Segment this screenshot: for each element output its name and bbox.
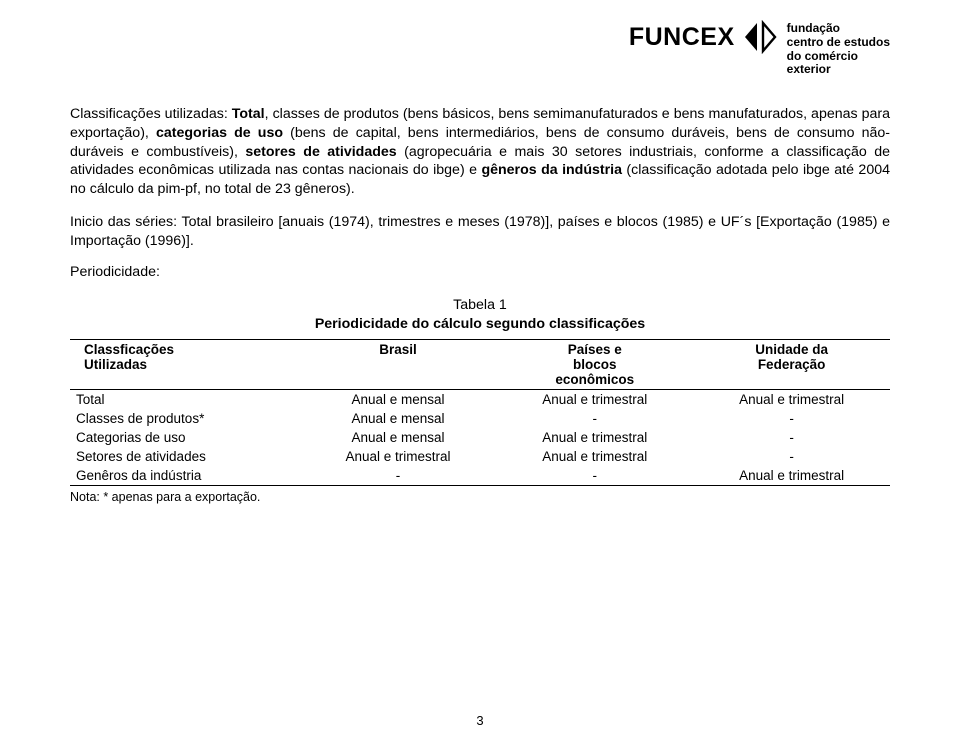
- cell: -: [693, 447, 890, 466]
- brand-mark-icon: [743, 20, 777, 54]
- cell: -: [496, 466, 693, 486]
- page-header: FUNCEX fundação centro de estudos do com…: [70, 20, 890, 77]
- periodicity-label: Periodicidade:: [70, 264, 890, 280]
- paragraph-series-start: Inicio das séries: Total brasileiro [anu…: [70, 213, 890, 250]
- cell: Classes de produtos*: [70, 409, 300, 428]
- col-header-classifications: Classficações Utilizadas: [70, 340, 300, 390]
- cell: Total: [70, 390, 300, 410]
- brand-logo: FUNCEX: [629, 20, 777, 54]
- cell: Genêros da indústria: [70, 466, 300, 486]
- brand-tagline: fundação centro de estudos do comércio e…: [787, 22, 890, 77]
- table-row: Total Anual e mensal Anual e trimestral …: [70, 390, 890, 410]
- cell: Setores de atividades: [70, 447, 300, 466]
- table-row: Categorias de uso Anual e mensal Anual e…: [70, 428, 890, 447]
- brand-name: FUNCEX: [629, 23, 735, 52]
- text-bold: setores de atividades: [245, 144, 396, 160]
- cell: Anual e mensal: [300, 390, 497, 410]
- table-caption-line2: Periodicidade do cálculo segundo classif…: [70, 315, 890, 333]
- cell: Categorias de uso: [70, 428, 300, 447]
- text-bold: gêneros da indústria: [481, 162, 622, 178]
- tagline-line: centro de estudos: [787, 36, 890, 50]
- text-bold: categorias de uso: [156, 125, 283, 141]
- page-number: 3: [0, 713, 960, 728]
- col-header-uf: Unidade da Federação: [693, 340, 890, 390]
- cell: Anual e mensal: [300, 409, 497, 428]
- header-line: Federação: [758, 357, 826, 372]
- header-line: econômicos: [555, 372, 634, 387]
- table-row: Genêros da indústria - - Anual e trimest…: [70, 466, 890, 486]
- header-line: Utilizadas: [84, 357, 147, 372]
- tagline-line: exterior: [787, 63, 890, 77]
- cell: Anual e trimestral: [496, 447, 693, 466]
- header-line: Unidade da: [755, 342, 828, 357]
- col-header-paises: Países e blocos econômicos: [496, 340, 693, 390]
- cell: Anual e trimestral: [693, 390, 890, 410]
- cell: Anual e trimestral: [300, 447, 497, 466]
- table-caption-line1: Tabela 1: [70, 296, 890, 314]
- periodicity-table: Classficações Utilizadas Brasil Países e…: [70, 339, 890, 486]
- header-line: Classficações: [84, 342, 174, 357]
- paragraph-classifications: Classificações utilizadas: Total, classe…: [70, 105, 890, 199]
- tagline-line: do comércio: [787, 50, 890, 64]
- table-row: Setores de atividades Anual e trimestral…: [70, 447, 890, 466]
- cell: -: [693, 409, 890, 428]
- text-bold: Total: [232, 106, 265, 122]
- table-caption: Tabela 1 Periodicidade do cálculo segund…: [70, 296, 890, 333]
- header-line: blocos: [573, 357, 617, 372]
- text-run: Classificações utilizadas:: [70, 106, 232, 122]
- cell: Anual e trimestral: [496, 428, 693, 447]
- cell: Anual e mensal: [300, 428, 497, 447]
- table-footnote: Nota: * apenas para a exportação.: [70, 490, 890, 504]
- cell: -: [496, 409, 693, 428]
- cell: -: [693, 428, 890, 447]
- col-header-brasil: Brasil: [300, 340, 497, 390]
- table-header-row: Classficações Utilizadas Brasil Países e…: [70, 340, 890, 390]
- table-row: Classes de produtos* Anual e mensal - -: [70, 409, 890, 428]
- body-copy: Classificações utilizadas: Total, classe…: [70, 105, 890, 280]
- tagline-line: fundação: [787, 22, 890, 36]
- cell: Anual e trimestral: [496, 390, 693, 410]
- cell: Anual e trimestral: [693, 466, 890, 486]
- header-line: Países e: [568, 342, 622, 357]
- cell: -: [300, 466, 497, 486]
